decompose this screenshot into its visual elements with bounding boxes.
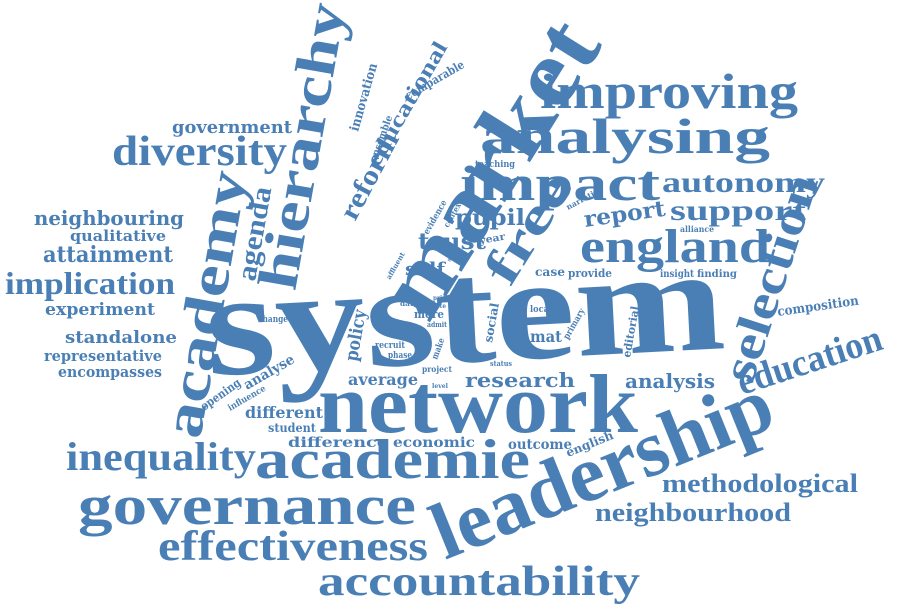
word-attainment: attainment	[43, 242, 174, 268]
word-local: local	[530, 305, 553, 315]
word-government: government	[172, 117, 293, 138]
word-difference: difference	[288, 435, 388, 451]
word-economic: economic	[393, 435, 475, 451]
word-self: self	[405, 259, 446, 280]
word-outcome: outcome	[508, 437, 572, 453]
word-recruit: recruit	[375, 341, 406, 351]
word-mat: mat	[530, 327, 563, 346]
word-encompasses: encompasses	[58, 363, 162, 381]
word-teaching: teaching	[475, 160, 516, 170]
word-trust: trust	[418, 229, 487, 255]
word-alliance: alliance	[680, 224, 714, 234]
word-effectiveness: effectiveness	[158, 524, 428, 570]
word-qualitative: qualitative	[70, 227, 166, 245]
word-research: research	[465, 368, 576, 392]
word-system: system	[201, 217, 729, 408]
word-provide: provide	[568, 267, 612, 280]
word-standalone: standalone	[65, 328, 177, 348]
word-case: case	[535, 265, 565, 279]
word-improving: improving	[540, 63, 798, 119]
word-impact: impact	[460, 155, 660, 211]
word-implication: implication	[5, 265, 175, 301]
word-governance: governance	[78, 475, 416, 537]
word-neighbouring: neighbouring	[34, 206, 184, 230]
word-accountability: accountability	[318, 559, 640, 605]
word-average: average	[348, 370, 418, 389]
word-experiment: experiment	[45, 300, 155, 320]
word-prior: prior	[433, 295, 450, 302]
word-autonomy: autonomy	[662, 166, 825, 199]
word-neighbourhood: neighbourhood	[595, 498, 792, 527]
word-admit: admit	[427, 320, 448, 329]
word-different: different	[245, 403, 324, 422]
word-analysing: analysing	[480, 108, 770, 164]
word-change: change	[258, 315, 288, 325]
word-more: more	[414, 308, 444, 321]
word-state: state	[430, 303, 446, 310]
word-student: student	[268, 421, 316, 435]
word-innovation: innovation	[347, 61, 381, 133]
word-analysis: analysis	[625, 369, 715, 393]
word-academie: academie	[255, 429, 530, 491]
word-main: main	[395, 291, 413, 300]
word-insight: insight	[660, 269, 694, 280]
word-inequality: inequality	[66, 434, 256, 479]
word-status: status	[490, 359, 512, 368]
word-network: network	[318, 358, 638, 451]
word-data: data	[400, 299, 418, 308]
word-support: support	[670, 194, 806, 227]
word-year: year	[478, 231, 507, 247]
word-methodological: methodological	[662, 469, 858, 498]
word-england: england	[580, 220, 770, 273]
word-level: level	[432, 383, 449, 390]
word-pupil: pupil	[455, 205, 525, 231]
word-finding: finding	[697, 269, 737, 280]
word-social: social	[481, 301, 502, 343]
word-phase: phase	[388, 351, 412, 361]
word-diversity: diversity	[112, 129, 287, 175]
word-representative: representative	[44, 347, 162, 365]
word-project: project	[422, 364, 452, 374]
